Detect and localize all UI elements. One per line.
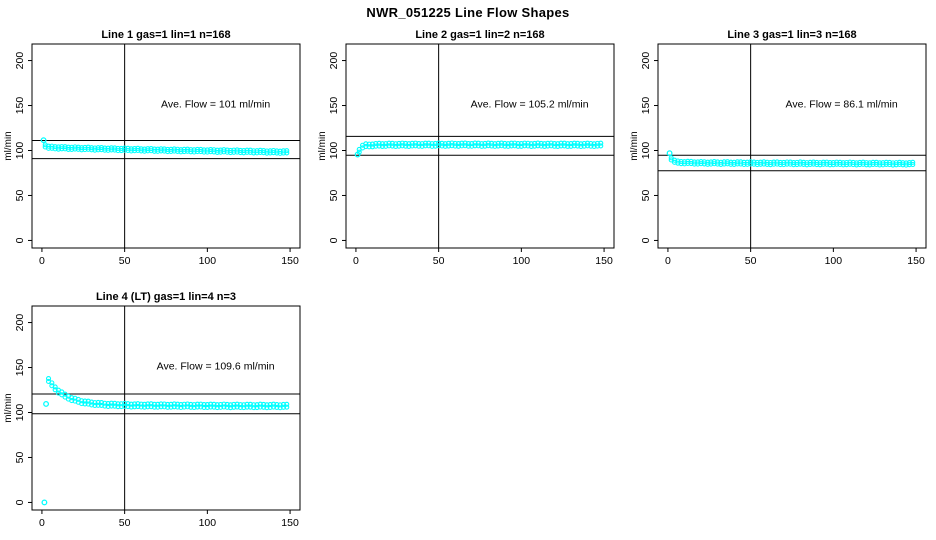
y-tick-label: 200 (328, 52, 340, 70)
outlier-point (666, 150, 673, 157)
x-tick-label: 100 (513, 255, 531, 267)
subplot-line-1-flow-chart: Line 1 gas=1 lin=1 n=168 0 50 100 150 0 50 100 1… (3, 26, 306, 278)
x-tick-label: 0 (39, 255, 45, 267)
x-tick-label: 100 (199, 517, 217, 529)
flow-points (354, 140, 604, 158)
chart-svg: Line 3 gas=1 lin=3 n=168 0 50 100 150 0 50 100 1… (629, 29, 927, 267)
y-tick-label: 200 (14, 52, 26, 70)
x-tick-label: 50 (433, 255, 445, 267)
y-tick-label: 100 (328, 142, 340, 160)
y-tick-label: 150 (14, 97, 26, 115)
x-tick-label: 0 (665, 255, 671, 267)
subplot-title: Line 1 gas=1 lin=1 n=168 (101, 29, 230, 41)
plot-box (31, 43, 301, 249)
x-tick-label: 150 (907, 255, 925, 267)
y-tick-label: 50 (14, 451, 26, 463)
chart-svg: Line 4 (LT) gas=1 lin=4 n=3 0 50 100 150 0 50 1… (3, 291, 301, 529)
outlier-point (41, 499, 48, 506)
y-tick-label: 0 (14, 499, 26, 505)
y-tick-label: 100 (640, 142, 652, 160)
y-tick-label: 0 (14, 237, 26, 243)
y-tick-label: 100 (14, 404, 26, 422)
x-tick-label: 150 (281, 517, 299, 529)
ave-flow-annotation: Ave. Flow = 101 ml/min (161, 98, 270, 110)
x-tick-label: 150 (595, 255, 613, 267)
subplot-title: Line 4 (LT) gas=1 lin=4 n=3 (96, 291, 236, 303)
subplot-line-3-flow-chart: Line 3 gas=1 lin=3 n=168 0 50 100 150 0 50 100 1… (629, 26, 932, 278)
y-axis-label: ml/min (630, 131, 640, 160)
subplot-title: Line 3 gas=1 lin=3 n=168 (727, 29, 856, 41)
y-tick-label: 200 (14, 314, 26, 332)
flow-points (41, 376, 290, 506)
y-tick-label: 150 (328, 97, 340, 115)
y-tick-label: 100 (14, 142, 26, 160)
plot-box (345, 43, 615, 249)
chart-svg: Line 1 gas=1 lin=1 n=168 0 50 100 150 0 50 100 1… (3, 29, 301, 267)
y-tick-label: 200 (640, 52, 652, 70)
plot-box (31, 305, 301, 511)
page-title: NWR_051225 Line Flow Shapes (366, 5, 570, 20)
x-tick-label: 0 (39, 517, 45, 529)
x-tick-label: 150 (281, 255, 299, 267)
plot-box (657, 43, 927, 249)
y-axis-label: ml/min (318, 131, 328, 160)
chart-svg: Line 2 gas=1 lin=2 n=168 0 50 100 150 0 50 100 1… (317, 29, 615, 267)
x-tick-label: 50 (119, 517, 131, 529)
y-tick-label: 50 (328, 189, 340, 201)
flow-points (40, 137, 290, 156)
y-tick-label: 0 (640, 237, 652, 243)
x-tick-label: 50 (745, 255, 757, 267)
x-tick-label: 0 (353, 255, 359, 267)
flow-points (666, 150, 916, 168)
y-axis-label: ml/min (4, 131, 14, 160)
x-tick-label: 50 (119, 255, 131, 267)
ave-flow-annotation: Ave. Flow = 105.2 ml/min (471, 98, 589, 110)
subplot-title: Line 2 gas=1 lin=2 n=168 (415, 29, 544, 41)
ave-flow-annotation: Ave. Flow = 86.1 ml/min (786, 98, 898, 110)
subplot-line-2-flow-chart: Line 2 gas=1 lin=2 n=168 0 50 100 150 0 50 100 1… (317, 26, 620, 278)
y-tick-label: 50 (640, 189, 652, 201)
ave-flow-annotation: Ave. Flow = 109.6 ml/min (157, 360, 275, 372)
y-tick-label: 150 (14, 359, 26, 377)
x-tick-label: 100 (825, 255, 843, 267)
outlier-point (40, 137, 47, 144)
y-tick-label: 0 (328, 237, 340, 243)
y-tick-label: 50 (14, 189, 26, 201)
y-tick-label: 150 (640, 97, 652, 115)
y-axis-label: ml/min (4, 393, 14, 422)
x-tick-label: 100 (199, 255, 217, 267)
outlier-point (43, 401, 50, 407)
outlier-point (354, 151, 361, 158)
subplot-line-4-flow-chart: Line 4 (LT) gas=1 lin=4 n=3 0 50 100 150 0 50 1… (3, 288, 306, 540)
